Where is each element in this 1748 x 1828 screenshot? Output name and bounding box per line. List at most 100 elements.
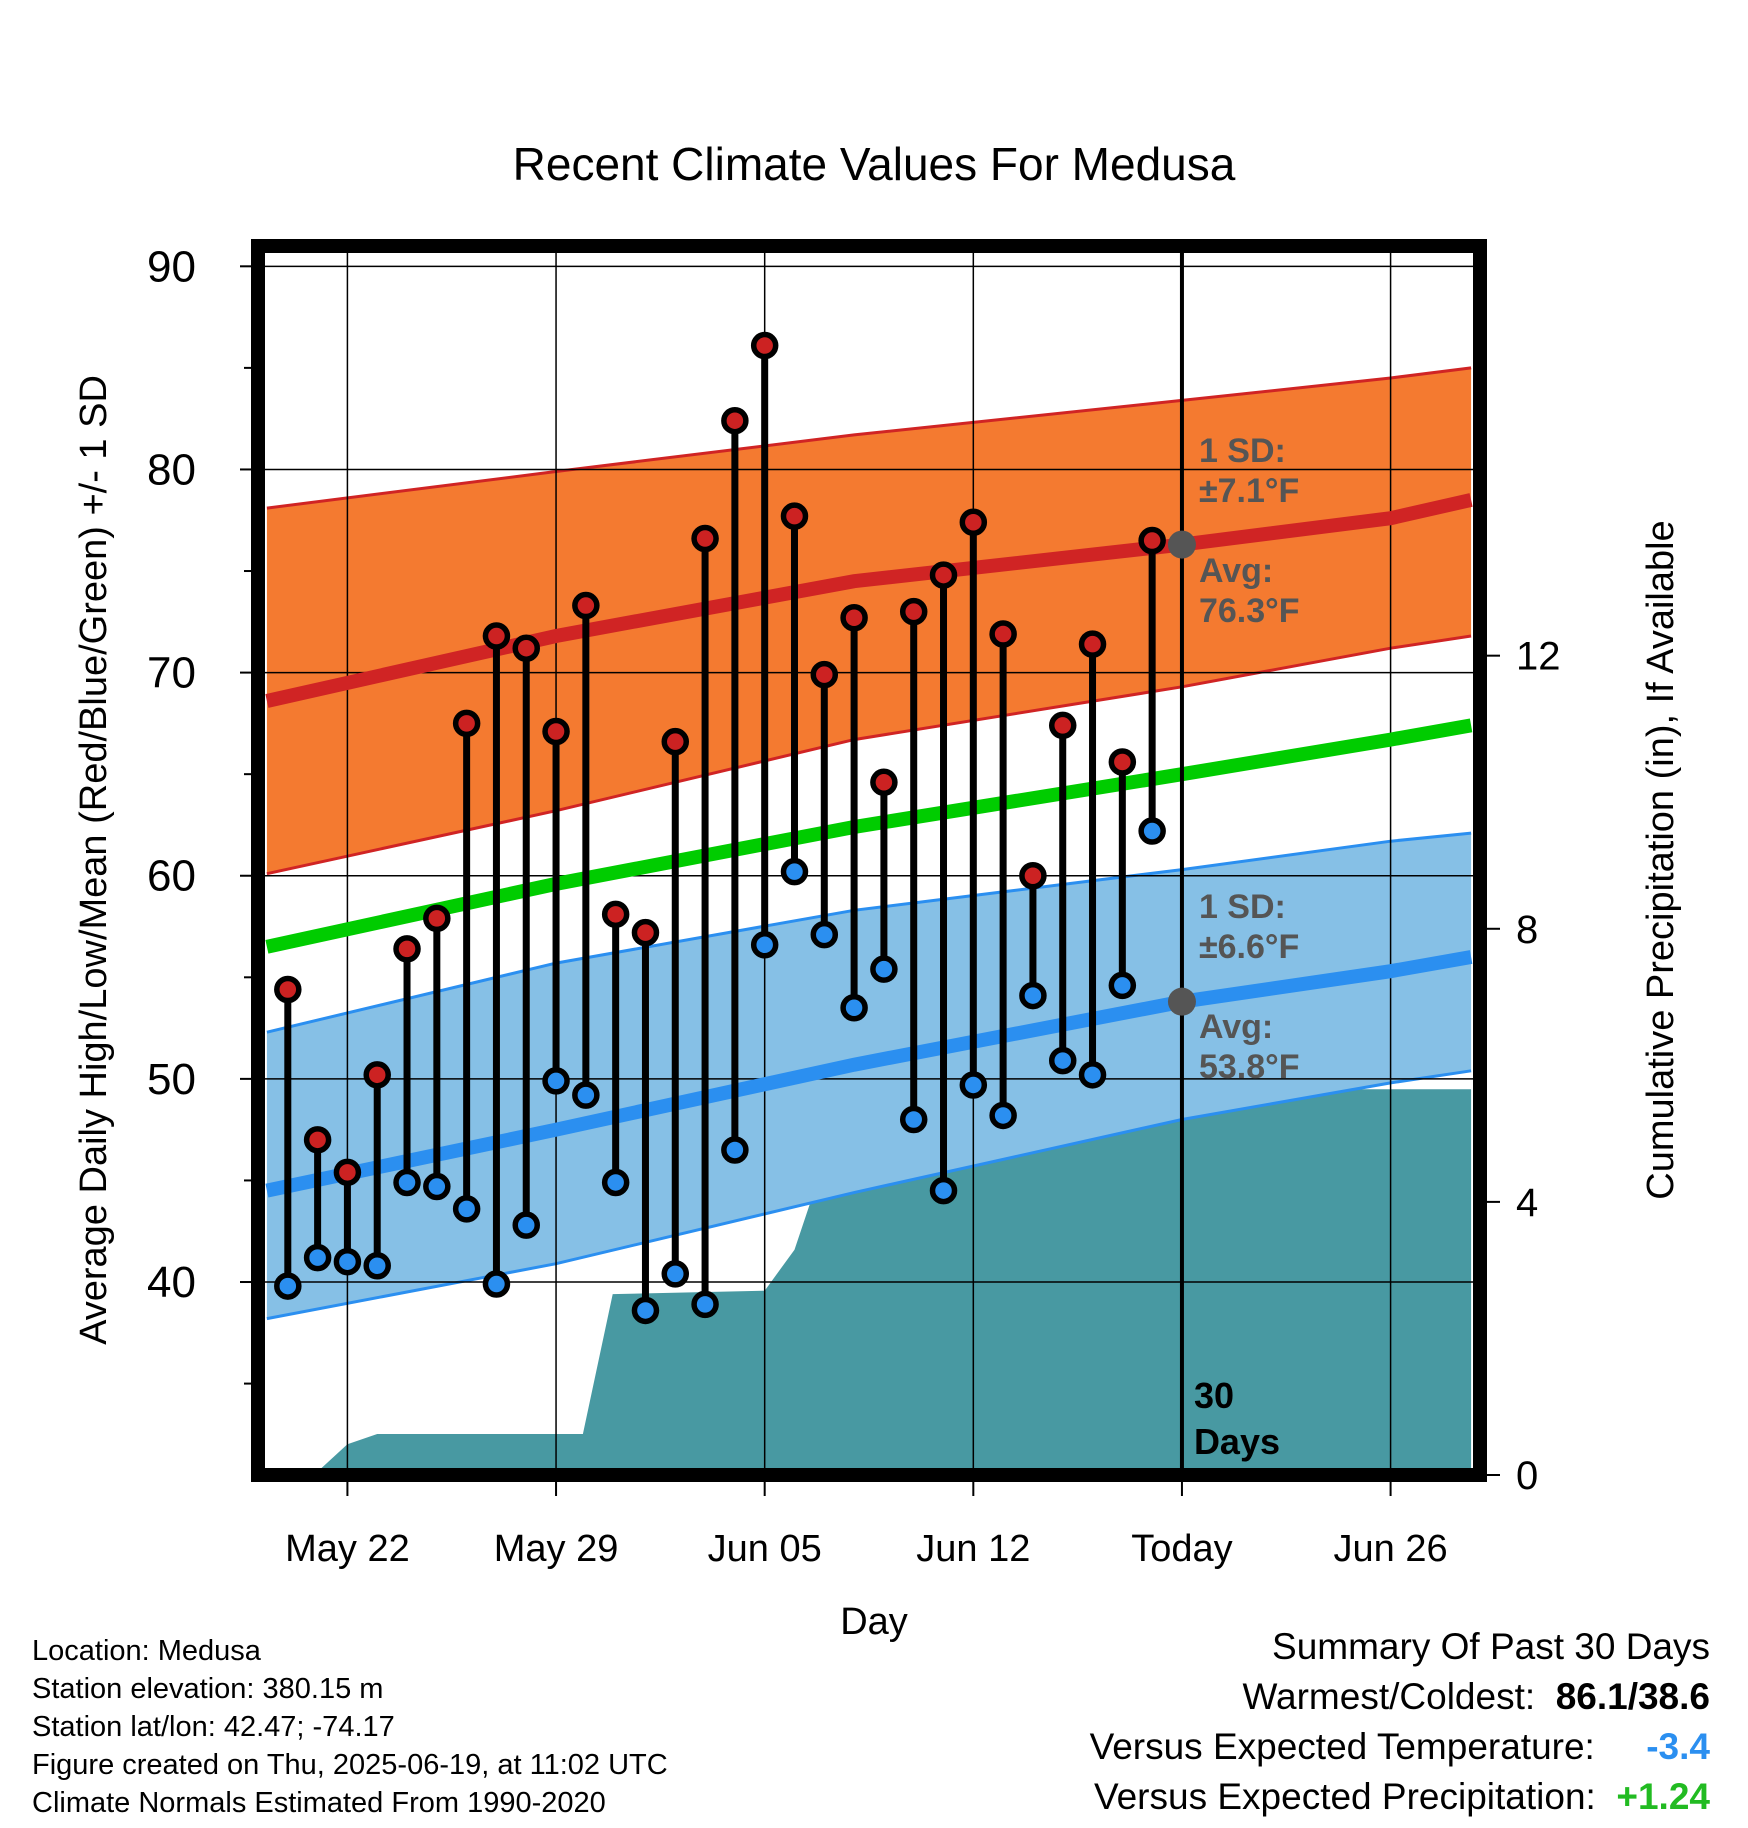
y-left-tick-label: 50	[147, 1055, 196, 1104]
low-avg-label-line: Avg:	[1199, 1008, 1273, 1046]
low-point	[512, 1211, 540, 1239]
summary-precip-value: +1.24	[1616, 1776, 1710, 1817]
low-normal-line	[265, 950, 1473, 1198]
y-axis-right-label: Cumulative Precipitation (in), If Availa…	[1640, 520, 1682, 1199]
high-point	[721, 406, 749, 435]
x-tick-label: Jun 05	[708, 1528, 822, 1570]
high-point	[899, 597, 928, 626]
y-right-tick-label: 8	[1516, 908, 1538, 952]
high-sd-label-line: ±7.1°F	[1199, 472, 1299, 510]
low-point	[363, 1252, 391, 1280]
high-point	[989, 620, 1017, 648]
y-left-tick-label: 90	[147, 242, 196, 291]
high-point	[601, 900, 630, 929]
low-point	[572, 1081, 600, 1109]
low-point	[661, 1260, 690, 1288]
low-sd-label-line: ±6.6°F	[1199, 928, 1299, 966]
low-sd-lower-line	[266, 1069, 1472, 1321]
low-point	[1138, 817, 1166, 845]
low-point	[542, 1067, 570, 1095]
x-tick-label: Jun 26	[1334, 1528, 1448, 1570]
x-tick-label: Today	[1131, 1528, 1232, 1570]
high-point	[452, 709, 481, 738]
x-axis-label: Day	[840, 1601, 908, 1643]
high-point	[691, 524, 719, 553]
low-point	[452, 1195, 481, 1223]
high-point	[423, 904, 451, 933]
low-point	[1048, 1046, 1077, 1075]
low-point	[1108, 971, 1137, 1000]
low-point	[721, 1136, 749, 1164]
low-point	[810, 920, 839, 949]
y-axis-left-label: Average Daily High/Low/Mean (Red/Blue/Gr…	[73, 375, 115, 1345]
low-avg-label-line: 53.8°F	[1199, 1048, 1300, 1086]
summary-temp-label: Versus Expected Temperature:	[1089, 1726, 1595, 1767]
summary-temp-value: -3.4	[1646, 1726, 1710, 1767]
low-point	[601, 1168, 630, 1197]
today-days-label-line: 30	[1194, 1375, 1234, 1416]
high-avg-label-line: Avg:	[1199, 552, 1273, 590]
high-point	[810, 660, 839, 689]
low-point	[333, 1247, 362, 1276]
plot-inner	[258, 246, 1480, 1475]
low-point	[959, 1071, 988, 1099]
high-point	[274, 975, 302, 1004]
high-point	[1019, 861, 1047, 890]
summary-temp: Versus Expected Temperature: -3.4	[1090, 1722, 1710, 1772]
low-point	[780, 857, 809, 886]
footer-created: Figure created on Thu, 2025-06-19, at 11…	[32, 1749, 668, 1781]
y-right-tick-label: 0	[1516, 1454, 1538, 1498]
summary-precip: Versus Expected Precipitation: +1.24	[1090, 1772, 1710, 1822]
low-point	[899, 1105, 928, 1134]
high-point	[780, 502, 809, 530]
high-sd-upper-line	[266, 366, 1472, 510]
summary-panel: Summary Of Past 30 Days Warmest/Coldest:…	[1090, 1622, 1710, 1822]
low-point	[840, 994, 868, 1022]
high-point	[512, 634, 540, 662]
low-point	[423, 1172, 451, 1201]
summary-warm-cold: Warmest/Coldest: 86.1/38.6	[1090, 1672, 1710, 1722]
low-point	[691, 1290, 719, 1319]
summary-title: Summary Of Past 30 Days	[1272, 1626, 1710, 1667]
high-point	[1108, 748, 1137, 776]
low-point	[929, 1176, 958, 1205]
high-point	[840, 603, 868, 632]
footer-latlon: Station lat/lon: 42.47; -74.17	[32, 1711, 395, 1743]
high-point	[959, 508, 988, 537]
y-right-tick-label: 12	[1516, 635, 1561, 679]
low-sd-band	[266, 833, 1472, 1319]
low-point	[303, 1243, 332, 1272]
low-point	[631, 1296, 660, 1325]
low-point	[989, 1101, 1017, 1130]
today-low-normal-marker	[1167, 987, 1196, 1016]
high-point	[870, 768, 898, 797]
high-point	[929, 561, 958, 589]
y-left-tick-label: 40	[147, 1258, 196, 1307]
footer-location: Location: Medusa	[32, 1635, 261, 1667]
chart-title: Recent Climate Values For Medusa	[513, 138, 1236, 190]
x-tick-label: May 22	[285, 1528, 410, 1570]
low-point	[1078, 1061, 1107, 1089]
footer-normals: Climate Normals Estimated From 1990-2020	[32, 1787, 606, 1819]
low-sd-upper-line	[266, 831, 1472, 1034]
today-days-label: 30 Days	[1194, 1375, 1280, 1462]
footer-elevation: Station elevation: 380.15 m	[32, 1673, 384, 1705]
high-sd-band	[266, 367, 1472, 874]
high-avg-label: Avg: 76.3°F	[1199, 552, 1300, 630]
high-point	[482, 622, 511, 650]
low-sd-label-line: 1 SD:	[1199, 888, 1286, 926]
x-tick-label: Jun 12	[916, 1528, 1030, 1570]
high-normal-line	[265, 493, 1473, 708]
low-point	[274, 1272, 302, 1300]
high-point	[750, 331, 779, 360]
high-point	[542, 717, 570, 746]
high-point	[1138, 526, 1166, 555]
summary-warm-cold-label: Warmest/Coldest:	[1242, 1676, 1536, 1717]
high-point	[572, 591, 600, 620]
high-point	[661, 727, 690, 756]
high-sd-label: 1 SD: ±7.1°F	[1199, 432, 1299, 510]
high-sd-label-line: 1 SD:	[1199, 432, 1286, 470]
high-point	[363, 1061, 391, 1089]
